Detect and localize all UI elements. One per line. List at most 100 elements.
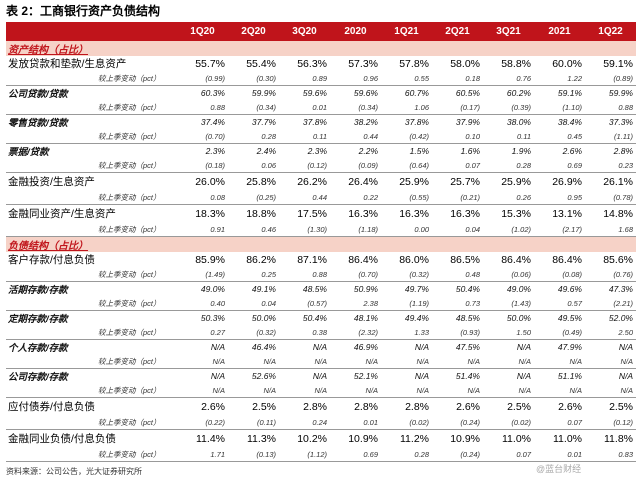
section-fill [483, 236, 534, 252]
balance-sheet-table: 1Q20 2Q20 3Q20 2020 1Q21 2Q21 3Q21 2021 … [6, 22, 636, 462]
change-cell: (2.17) [534, 222, 585, 237]
value-cell: 86.2% [246, 253, 276, 266]
change-cell: (0.12) [585, 415, 636, 430]
change-cell: 0.23 [585, 158, 636, 173]
row-label: 票据/贷款 [8, 147, 49, 158]
value-cell: 57.8% [399, 57, 429, 70]
section-label: 资产结构（占比） [6, 41, 177, 56]
value-cell: 2.5% [609, 400, 633, 413]
value-cell: 11.3% [247, 432, 276, 445]
change-cell: 0.83 [585, 447, 636, 462]
value-cell: 58.8% [501, 57, 531, 70]
value-cell: 26.0% [195, 175, 225, 188]
row-label: 金融同业资产/生息资产 [8, 208, 116, 220]
row-label: 公司存款/存款 [8, 372, 68, 383]
section-fill [534, 41, 585, 56]
change-row: 较上季变动（pct） N/A N/A N/A N/A N/A N/A N/A N/A N/A [6, 383, 636, 398]
value-cell: N/A [312, 342, 327, 352]
section-fill [534, 236, 585, 252]
value-cell: 2.6% [558, 400, 582, 413]
value-cell: 85.9% [195, 253, 225, 266]
value-cell: 15.3% [501, 207, 531, 220]
row-label: 发放贷款和垫款/生息资产 [8, 58, 127, 70]
table-body: 1Q20 2Q20 3Q20 2020 1Q21 2Q21 3Q21 2021 … [6, 22, 636, 462]
change-cell: 0.07 [483, 447, 534, 462]
row-label: 个人存款/存款 [8, 343, 68, 354]
change-cell: (0.24) [432, 415, 483, 430]
value-cell: 2.8% [303, 400, 327, 413]
section-fill [330, 236, 381, 252]
table-row: 个人存款/存款 N/A 46.4% N/A 46.9% N/A 47.5% N/A 47.9% N… [6, 340, 636, 354]
change-cell: 1.50 [483, 325, 534, 340]
value-cell: 52.0% [608, 313, 633, 323]
value-cell: 2.5% [507, 400, 531, 413]
section-row: 负债结构（占比） [6, 236, 636, 252]
row-label: 公司贷款/贷款 [8, 89, 68, 100]
value-cell: 46.9% [353, 342, 378, 352]
table-row: 公司贷款/贷款 60.3% 59.9% 59.6% 59.6% 60.7% 60.5% 60.… [6, 86, 636, 100]
change-cell: (0.12) [279, 158, 330, 173]
change-cell: 0.48 [432, 267, 483, 282]
row-label: 活期存款/存款 [8, 285, 68, 296]
section-fill [585, 236, 636, 252]
value-cell: 37.7% [251, 117, 276, 127]
change-cell: N/A [585, 383, 636, 398]
table-row: 客户存款/付息负债 85.9% 86.2% 87.1% 86.4% 86.0% 86.5% 8… [6, 252, 636, 267]
value-cell: 2.8% [354, 400, 378, 413]
value-cell: 38.4% [557, 117, 582, 127]
change-cell: (0.32) [228, 325, 279, 340]
value-cell: 37.4% [200, 117, 225, 127]
section-fill [228, 41, 279, 56]
change-cell: N/A [432, 383, 483, 398]
value-cell: 85.6% [603, 253, 633, 266]
header-cell: 2020 [330, 22, 381, 41]
row-label: 客户存款/付息负债 [8, 254, 95, 266]
change-cell: (0.76) [585, 267, 636, 282]
change-label: 较上季变动（pct） [6, 447, 177, 462]
value-cell: 50.4% [455, 284, 480, 294]
value-cell: 59.9% [608, 88, 633, 98]
change-row: 较上季变动（pct） 0.08 (0.25) 0.44 0.22 (0.55) (0.21)… [6, 190, 636, 205]
value-cell: 2.2% [358, 146, 378, 156]
change-label: 较上季变动（pct） [6, 296, 177, 311]
value-cell: 52.1% [353, 371, 378, 381]
value-cell: 16.3% [399, 207, 429, 220]
value-cell: 47.3% [608, 284, 633, 294]
change-cell: 0.06 [228, 158, 279, 173]
value-cell: N/A [516, 342, 531, 352]
value-cell: N/A [618, 371, 633, 381]
change-cell: 1.33 [381, 325, 432, 340]
change-cell: (0.78) [585, 190, 636, 205]
change-cell: (2.21) [585, 296, 636, 311]
value-cell: 59.6% [302, 88, 327, 98]
change-cell: 0.88 [279, 267, 330, 282]
value-cell: 18.3% [195, 207, 225, 220]
change-cell: 0.96 [330, 71, 381, 86]
section-row: 资产结构（占比） [6, 41, 636, 56]
value-cell: 2.6% [562, 146, 582, 156]
row-label: 应付债券/付息负债 [8, 401, 95, 413]
change-cell: N/A [228, 383, 279, 398]
change-cell: 1.71 [177, 447, 228, 462]
table-row: 发放贷款和垫款/生息资产 55.7% 55.4% 56.3% 57.3% 57.8% 58.… [6, 56, 636, 71]
change-cell: 1.22 [534, 71, 585, 86]
change-cell: 0.44 [279, 190, 330, 205]
change-row: 较上季变动（pct） (0.70) 0.28 0.11 0.44 (0.42) 0.10 0.… [6, 129, 636, 144]
value-cell: 2.3% [307, 146, 327, 156]
change-cell: 0.95 [534, 190, 585, 205]
section-fill [177, 236, 228, 252]
table-row: 公司存款/存款 N/A 52.6% N/A 52.1% N/A 51.4% N/A 51.1% N… [6, 369, 636, 383]
change-cell: (0.39) [483, 100, 534, 115]
change-cell: (0.42) [381, 129, 432, 144]
value-cell: 60.3% [200, 88, 225, 98]
change-cell: (0.64) [381, 158, 432, 173]
value-cell: 49.7% [404, 284, 429, 294]
change-cell: 0.28 [483, 158, 534, 173]
value-cell: 10.9% [348, 432, 378, 445]
change-cell: 0.91 [177, 222, 228, 237]
change-cell: 0.69 [534, 158, 585, 173]
change-cell: 1.06 [381, 100, 432, 115]
change-cell: 0.22 [330, 190, 381, 205]
value-cell: 37.3% [608, 117, 633, 127]
change-cell: 0.55 [381, 71, 432, 86]
